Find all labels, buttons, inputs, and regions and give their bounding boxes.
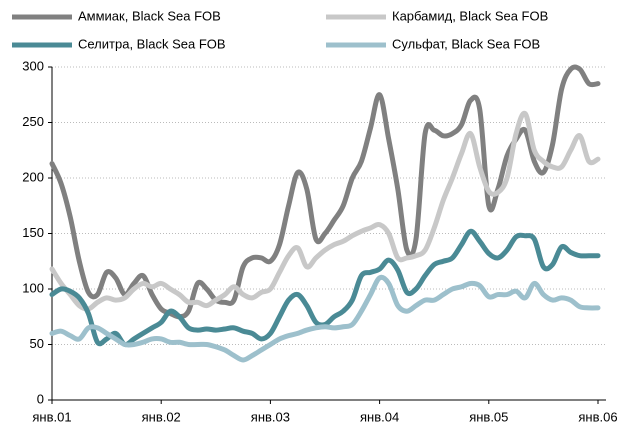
- series-line: [49, 274, 601, 363]
- y-tick-label: 0: [37, 391, 44, 406]
- x-tick-label: янв.04: [360, 409, 399, 424]
- y-tick-label: 150: [22, 225, 44, 240]
- legend-label: Карбамид, Black Sea FOB: [392, 8, 548, 23]
- legend-label: Селитра, Black Sea FOB: [78, 36, 226, 51]
- y-tick-label: 100: [22, 280, 44, 295]
- x-tick-label: янв.01: [32, 409, 71, 424]
- y-tick-label: 250: [22, 114, 44, 129]
- y-tick-label: 200: [22, 169, 44, 184]
- legend-label: Сульфат, Black Sea FOB: [392, 36, 540, 51]
- x-tick-label: янв.03: [251, 409, 290, 424]
- series-line: [49, 110, 601, 312]
- y-tick-label: 300: [22, 58, 44, 73]
- x-tick-label: янв.02: [142, 409, 181, 424]
- x-tick-label: янв.06: [578, 409, 617, 424]
- y-tick-label: 50: [30, 336, 44, 351]
- legend-label: Аммиак, Black Sea FOB: [78, 8, 221, 23]
- x-tick-label: янв.05: [469, 409, 508, 424]
- series-line: [49, 64, 601, 320]
